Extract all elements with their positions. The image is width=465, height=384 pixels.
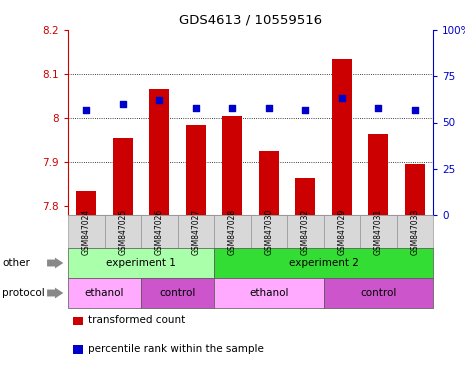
Bar [368,134,388,215]
Bar [76,191,96,215]
Text: ethanol: ethanol [249,288,288,298]
Text: GSM847025: GSM847025 [118,209,127,255]
Text: experiment 2: experiment 2 [289,258,359,268]
Text: GSM847028: GSM847028 [228,209,237,255]
Point [265,104,272,111]
Bar [295,177,315,215]
Bar [186,125,206,215]
Bar [259,151,279,215]
Text: GSM847026: GSM847026 [155,209,164,255]
Text: control: control [159,288,196,298]
Bar [222,116,242,215]
Point [411,106,418,113]
Point [228,104,236,111]
Text: GSM847032: GSM847032 [301,209,310,255]
Text: GSM847029: GSM847029 [337,209,346,255]
Text: control: control [360,288,397,298]
Point [119,101,126,107]
Text: GSM847027: GSM847027 [191,209,200,255]
Point [374,104,382,111]
Title: GDS4613 / 10559516: GDS4613 / 10559516 [179,13,322,26]
Text: GSM847030: GSM847030 [264,208,273,255]
Point [192,104,199,111]
Bar [405,164,425,215]
Text: percentile rank within the sample: percentile rank within the sample [87,344,263,354]
Point [301,106,309,113]
Text: GSM847024: GSM847024 [82,209,91,255]
Text: transformed count: transformed count [87,315,185,325]
Text: experiment 1: experiment 1 [106,258,176,268]
Text: GSM847031: GSM847031 [374,209,383,255]
Text: other: other [2,258,30,268]
Text: GSM847033: GSM847033 [410,208,419,255]
Point [82,106,90,113]
Text: protocol: protocol [2,288,45,298]
Bar [113,138,133,215]
Bar [149,89,169,215]
Text: ethanol: ethanol [85,288,124,298]
Point [155,97,163,103]
Point [338,95,345,101]
Bar [332,59,352,215]
